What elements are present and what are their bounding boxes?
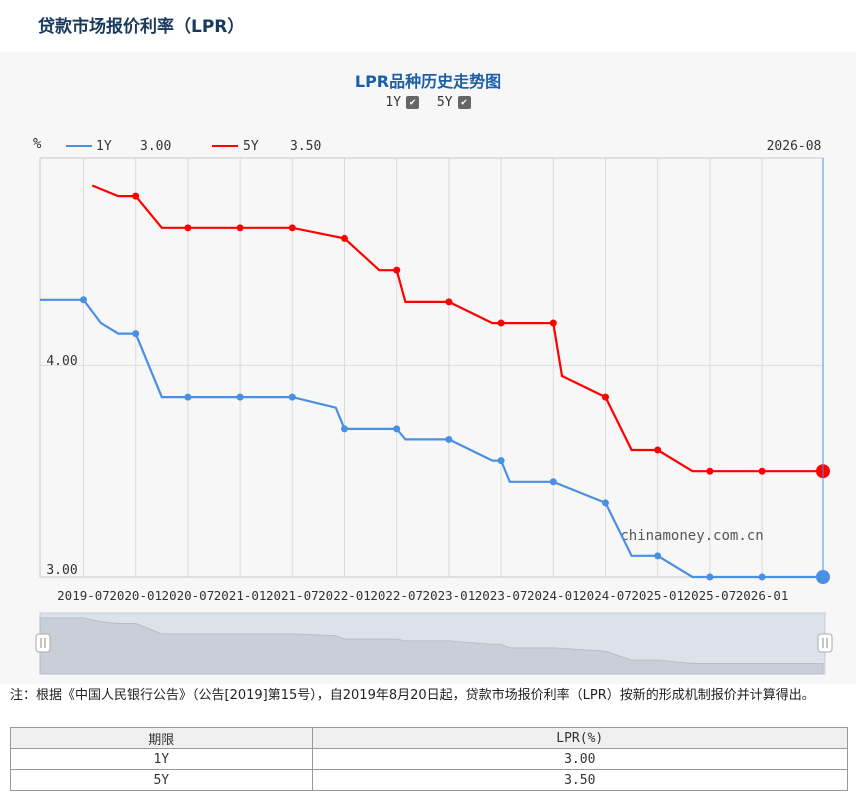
data-point-1Y[interactable] [654, 552, 662, 560]
x-tick-label: 2024-07 [579, 588, 632, 603]
x-tick-label: 2023-01 [423, 588, 476, 603]
data-point-5Y[interactable] [602, 393, 609, 401]
data-point-1Y[interactable] [497, 457, 505, 465]
chart-title: LPR品种历史走势图 [354, 72, 502, 91]
x-tick-label: 2022-07 [370, 588, 423, 603]
table-cell: 3.50 [311, 769, 849, 791]
x-tick-label: 2020-01 [109, 588, 162, 603]
slider-handle-right[interactable] [817, 633, 833, 653]
data-point-1Y[interactable] [80, 296, 87, 304]
data-point-5Y[interactable] [497, 319, 505, 327]
data-point-1Y[interactable] [393, 425, 401, 433]
data-point-1Y[interactable] [341, 425, 348, 433]
legend-1y-name: 1Y [96, 139, 112, 154]
lpr-line-chart: chinamoney.com.cn % 4.00 3.00 2026-08 1Y… [33, 136, 833, 675]
y-axis-unit: % [33, 136, 42, 152]
checkbox-checked-icon[interactable]: ✔ [406, 96, 420, 109]
data-point-5Y[interactable] [445, 298, 453, 306]
slider-handle-left[interactable] [35, 633, 51, 653]
table-row: 5Y 3.50 [10, 769, 849, 791]
data-point-1Y[interactable] [445, 435, 453, 443]
lpr-table: 期限 LPR(%) 1Y 3.00 5Y 3.50 [10, 727, 849, 791]
table-header-row: 期限 LPR(%) [10, 727, 849, 749]
x-tick-label: 2026-01 [736, 588, 789, 603]
table-cell: 3.00 [311, 748, 849, 770]
data-point-5Y[interactable] [341, 234, 348, 242]
data-point-1Y[interactable] [706, 573, 714, 581]
x-tick-label: 2025-07 [684, 588, 737, 603]
series-toggles: 1Y ✔ 5Y ✔ [0, 95, 856, 110]
y-tick-label: 4.00 [46, 354, 77, 369]
x-tick-label: 2022-01 [318, 588, 371, 603]
watermark: chinamoney.com.cn [620, 528, 763, 544]
data-point-1Y[interactable] [184, 393, 192, 401]
x-tick-label: 2023-07 [475, 588, 528, 603]
data-point-1Y[interactable] [602, 499, 609, 507]
range-slider[interactable] [35, 612, 833, 675]
legend-5y-value: 3.50 [290, 139, 321, 154]
series-lines [40, 184, 830, 584]
footnote: 注：根据《中国人民银行公告》（公告[2019]第15号），自2019年8月20日… [10, 688, 815, 703]
data-point-1Y[interactable] [288, 393, 296, 401]
x-axis-ticks: 2019-07 2020-01 2020-07 2021-01 2021-07 2022-… [57, 588, 788, 603]
toggle-5y[interactable]: 5Y ✔ [437, 95, 471, 110]
legend-5y-name: 5Y [243, 139, 259, 154]
data-point-5Y[interactable] [706, 467, 714, 475]
x-tick-label: 2019-07 [57, 588, 110, 603]
toggle-1y[interactable]: 1Y ✔ [385, 95, 420, 110]
data-point-5Y[interactable] [184, 224, 192, 232]
table-row: 1Y 3.00 [10, 748, 849, 770]
table-cell: 1Y [10, 748, 313, 770]
x-tick-label: 2024-01 [527, 588, 580, 603]
data-point-5Y[interactable] [288, 224, 296, 232]
checkbox-checked-icon[interactable]: ✔ [457, 96, 471, 109]
data-point-1Y[interactable] [758, 573, 766, 581]
toggle-1y-label: 1Y [385, 95, 402, 110]
slider-overview-area [39, 617, 824, 675]
table-header: 期限 [10, 727, 313, 749]
cursor-date-label: 2026-08 [767, 139, 822, 154]
table-header: LPR(%) [311, 727, 849, 749]
x-tick-label: 2025-01 [631, 588, 684, 603]
data-point-1Y[interactable] [132, 330, 140, 338]
y-tick-label: 3.00 [46, 563, 77, 578]
series-line-1Y [40, 298, 823, 579]
data-point-5Y[interactable] [549, 319, 557, 327]
table-cell: 5Y [10, 769, 313, 791]
legend[interactable]: 1Y 3.00 5Y 3.50 [66, 139, 321, 154]
chart-panel [0, 52, 856, 684]
data-point-5Y[interactable] [758, 467, 766, 475]
x-tick-label: 2021-01 [214, 588, 267, 603]
series-line-5Y [91, 184, 823, 473]
data-point-5Y[interactable] [654, 446, 662, 454]
toggle-5y-label: 5Y [436, 95, 453, 110]
legend-1y-value: 3.00 [140, 139, 171, 154]
data-point-5Y[interactable] [393, 266, 401, 274]
data-point-1Y[interactable] [236, 393, 244, 401]
x-tick-label: 2020-07 [162, 588, 215, 603]
data-point-1Y[interactable] [549, 478, 557, 486]
data-point-5Y[interactable] [132, 192, 140, 200]
page-title: 贷款市场报价利率（LPR） [38, 17, 245, 37]
data-point-5Y[interactable] [236, 224, 244, 232]
x-tick-label: 2021-07 [266, 588, 319, 603]
